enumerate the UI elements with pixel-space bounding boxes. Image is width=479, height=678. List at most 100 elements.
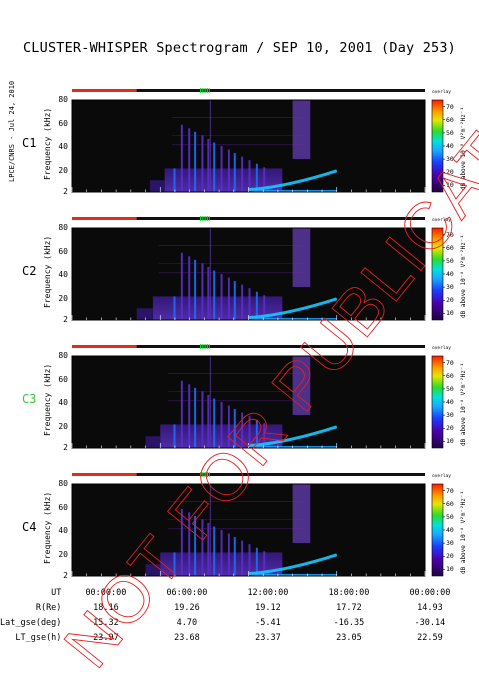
burst-mark [173,168,176,192]
burst-mark [241,156,244,192]
y-tick-label: 20 [58,549,68,559]
panel-label: C4 [22,520,37,534]
colorbar-tick-label: 10 [446,565,454,574]
status-bar-green-tick [208,88,210,93]
status-bar-green-tick [205,344,207,349]
colorbar-note: overlay [432,346,451,351]
burst-mark [227,405,230,448]
status-bar-green-tick [207,216,209,221]
ephemeris-value: 23.37 [255,632,281,643]
status-bar-green-tick [199,344,201,349]
emission-faint [145,436,161,448]
ephemeris-value: 17.72 [336,602,362,613]
ephemeris-value: 00:00:00 [409,587,451,598]
status-bar-green-tick [201,344,203,349]
colorbar-tick-label: 50 [446,384,454,393]
plasma-frequency-curve [248,169,338,192]
burst-mark [248,416,251,448]
ephemeris-row: UT 00:00:00 06:00:00 12:00:00 18:00:00 00:00:… [0,585,470,600]
burst-mark [173,296,176,320]
burst-mark [248,544,251,576]
status-bar [72,345,425,348]
burst-mark [213,526,216,576]
y-tick-label: 80 [58,479,68,488]
burst-mark [201,135,204,192]
burst-mark [213,270,216,320]
ephemeris-value: 18:00:00 [328,587,370,598]
y-tick-label: 40 [58,142,68,152]
colorbar-tick-label: 20 [446,168,454,177]
colorbar-tick-label: 40 [446,526,454,534]
status-bar-red-segment [72,217,137,220]
status-bar-green-tick [205,472,207,477]
y-tick-label: 20 [58,421,68,431]
ephemeris-value: 06:00:00 [166,587,208,598]
status-bar-green-tick [205,216,207,221]
burst-mark [233,537,236,576]
burst-mark [227,149,230,192]
burst-mark [207,266,210,320]
colorbar-tick-label: 60 [446,499,454,508]
status-bar [72,89,425,92]
y-tick-label: 80 [58,223,68,232]
colorbar-tick-label: 40 [446,398,454,406]
colorbar-tick-label: 30 [446,283,454,292]
ephemeris-value: -5.41 [255,617,281,628]
status-bar-green-tick [201,216,203,221]
colorbar-tick-label: 20 [446,552,454,561]
y-tick-label: 2 [63,315,68,324]
emission-column [292,356,311,415]
burst-mark [173,552,176,576]
burst-mark [248,288,251,320]
emission-column [292,100,311,159]
spectrogram-panel-c4: C4 Frequency (kHz) 80 60 40 20 2 70 60 50 40 30 20 10… [0,472,479,594]
colorbar-tick-label: 70 [446,358,454,367]
burst-mark [207,138,210,192]
burst-mark [194,387,197,448]
y-tick-label: 60 [58,118,68,128]
colorbar-tick-label: 30 [446,411,454,420]
colorbar-note: overlay [432,474,451,479]
y-tick-label: 60 [58,374,68,384]
burst-mark [263,295,266,320]
colorbar-tick-label: 10 [446,309,454,318]
burst-mark [213,398,216,448]
status-bar-red-segment [72,473,137,476]
status-bar-green-tick [208,344,210,349]
status-bar-green-tick [201,88,203,93]
colorbar-tick-label: 60 [446,243,454,252]
status-bar-green-tick [203,88,205,93]
burst-mark [227,277,230,320]
colorbar-tick-label: 10 [446,181,454,190]
burst-mark [194,259,197,320]
burst-mark [207,394,210,448]
burst-mark [227,533,230,576]
colorbar-note: overlay [432,90,451,95]
status-bar-red-segment [72,89,137,92]
y-tick-label: 40 [58,526,68,536]
spectrogram-panel-c3: C3 Frequency (kHz) 80 60 40 20 2 70 60 50 40 30 20 10… [0,344,479,466]
burst-mark [241,284,244,320]
emission-faint [145,564,161,576]
ephemeris-value: 15.32 [93,617,119,628]
colorbar-tick-label: 10 [446,437,454,446]
y-tick-label: 40 [58,270,68,280]
burst-mark [207,522,210,576]
emission-column [292,484,311,543]
ephemeris-table: UT 00:00:00 06:00:00 12:00:00 18:00:00 00:00:… [0,585,470,645]
status-bar-green-tick [199,88,201,93]
status-bar-green-tick [199,472,201,477]
y-tick-label: 80 [58,95,68,104]
colorbar-tick-label: 70 [446,230,454,239]
ephemeris-value: 23.97 [93,632,119,643]
ephemeris-row: LT_gse(h) 23.97 23.68 23.37 23.05 22.59 [0,630,470,645]
burst-mark [263,551,266,576]
burst-mark [220,274,223,320]
y-tick-label: 60 [58,502,68,512]
burst-mark [201,519,204,576]
spectrogram-panel-c2: C2 Frequency (kHz) 80 60 40 20 2 70 60 50 40 30 20 10… [0,216,479,338]
colorbar-tick-label: 60 [446,115,454,124]
burst-mark [255,419,258,448]
ephemeris-value: 4.70 [176,617,198,628]
y-tick-label: 20 [58,165,68,175]
